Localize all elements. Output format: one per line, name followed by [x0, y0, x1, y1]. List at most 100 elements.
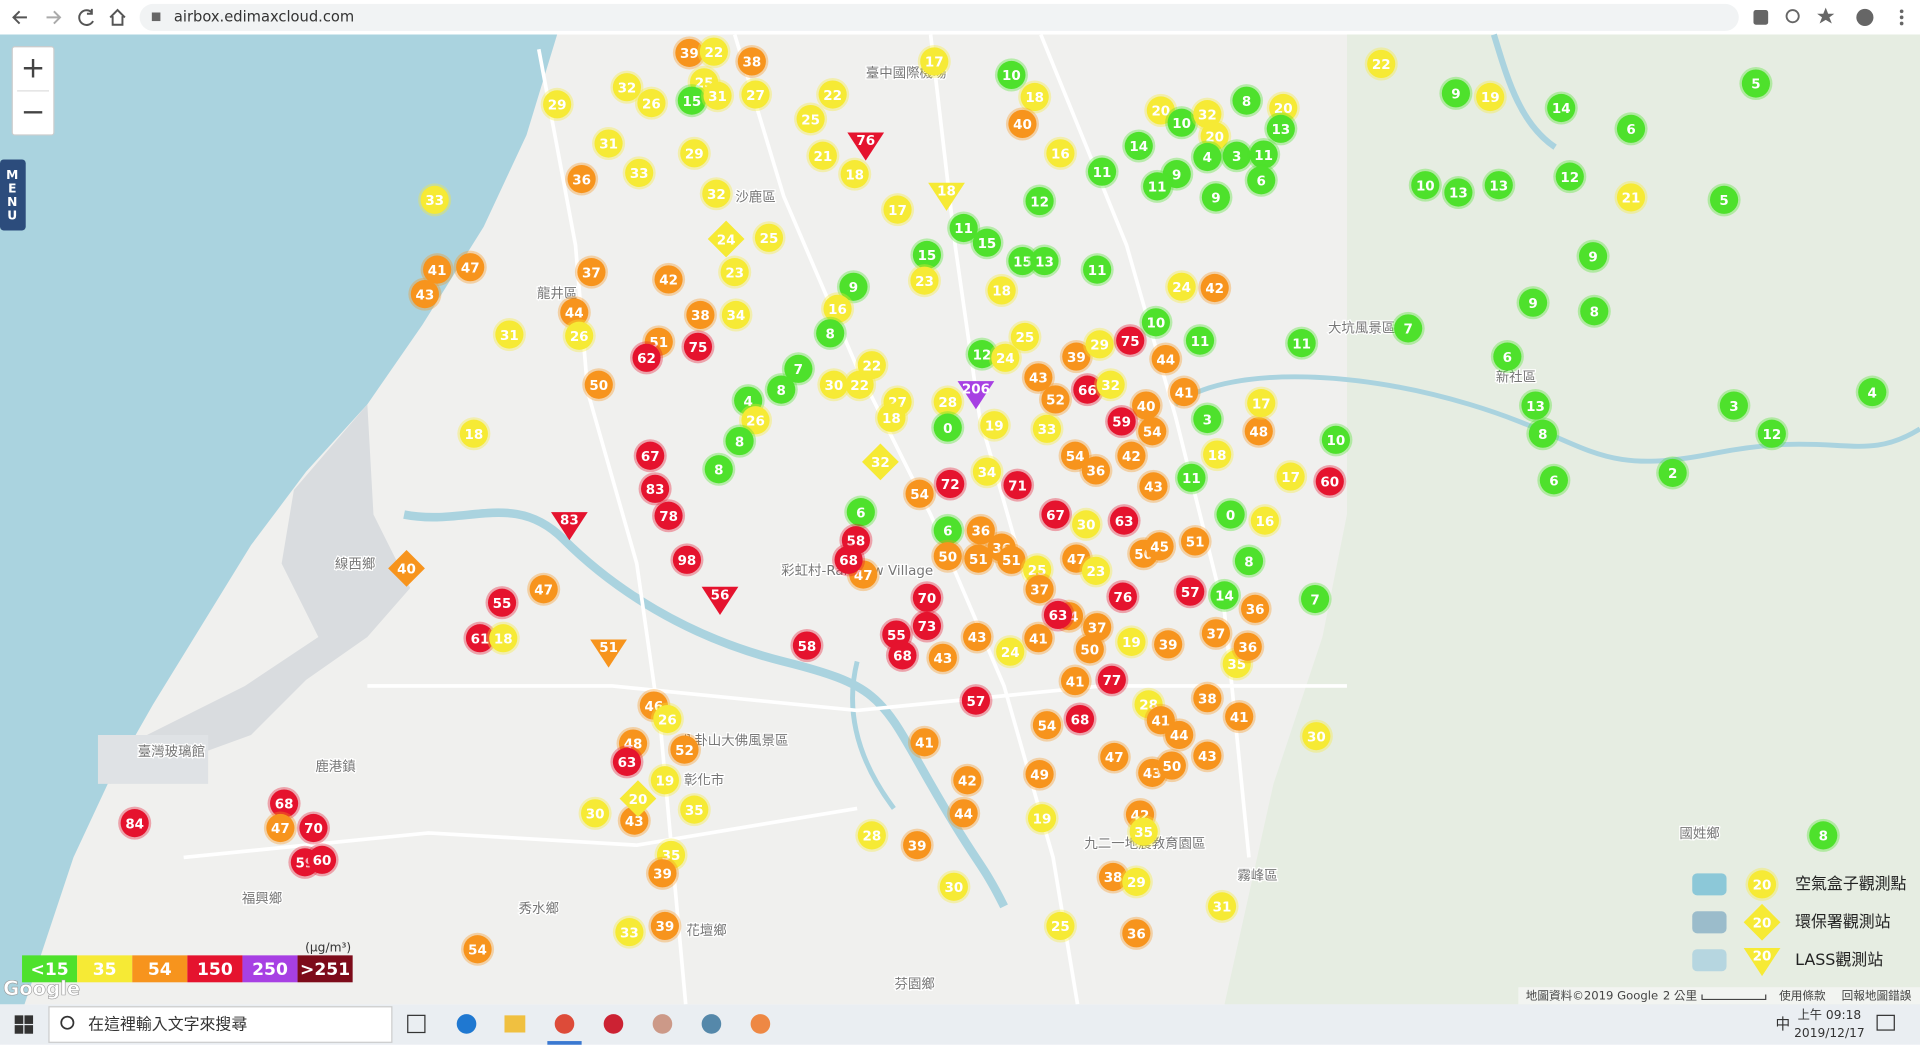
ime[interactable]: 中 — [1776, 1016, 1791, 1033]
app[interactable] — [701, 1014, 722, 1034]
airbox-marker[interactable] — [567, 164, 596, 194]
home[interactable] — [109, 8, 126, 26]
airbox-marker[interactable] — [1087, 157, 1117, 186]
app[interactable] — [603, 1014, 624, 1034]
airbox-marker[interactable] — [1003, 471, 1032, 500]
airbox-marker[interactable] — [796, 104, 825, 134]
airbox-marker[interactable] — [625, 158, 654, 187]
airbox-marker[interactable] — [1073, 375, 1102, 404]
airbox-marker[interactable] — [641, 474, 670, 503]
address-bar[interactable] — [139, 3, 1739, 31]
airbox-marker[interactable] — [1216, 500, 1245, 529]
airbox-marker[interactable] — [1177, 463, 1206, 492]
airbox-marker[interactable] — [1145, 532, 1174, 561]
airbox-marker[interactable] — [1008, 246, 1037, 276]
airbox-marker[interactable] — [964, 544, 993, 573]
airbox-marker[interactable] — [1096, 370, 1125, 399]
airbox-marker[interactable] — [543, 90, 572, 119]
airbox-marker[interactable] — [997, 545, 1026, 574]
airbox-marker[interactable] — [699, 37, 728, 66]
airbox-marker[interactable] — [792, 631, 822, 660]
footer-text[interactable]: 回報地圖錯誤 — [1842, 988, 1912, 1002]
airbox-marker[interactable] — [1151, 344, 1180, 374]
airbox-marker[interactable] — [720, 258, 749, 287]
airbox-marker[interactable] — [1081, 456, 1110, 485]
airbox-marker[interactable] — [987, 276, 1016, 305]
airbox-marker[interactable] — [997, 60, 1026, 90]
airbox-marker[interactable] — [834, 545, 863, 574]
airbox-marker[interactable] — [1232, 86, 1261, 115]
chrome[interactable] — [554, 1014, 575, 1034]
airbox-marker[interactable] — [653, 704, 682, 734]
airbox-marker[interactable] — [1200, 273, 1229, 303]
airbox-marker[interactable] — [936, 469, 965, 499]
airbox-marker[interactable] — [581, 799, 610, 828]
airbox-marker[interactable] — [456, 253, 485, 282]
translate[interactable] — [1753, 10, 1769, 25]
airbox-marker[interactable] — [1858, 378, 1887, 407]
airbox-marker[interactable] — [1157, 751, 1186, 780]
airbox-marker[interactable] — [1555, 162, 1584, 191]
notifications[interactable] — [1876, 1014, 1895, 1031]
airbox-marker[interactable] — [1010, 322, 1039, 352]
airbox-marker[interactable] — [933, 413, 962, 442]
airbox-marker[interactable] — [465, 624, 495, 653]
lass-marker[interactable] — [551, 512, 588, 541]
airbox-marker[interactable] — [1170, 378, 1199, 407]
airbox-marker[interactable] — [1302, 722, 1331, 751]
airbox-marker[interactable] — [846, 498, 875, 527]
airbox-marker[interactable] — [1139, 472, 1168, 501]
airbox-marker[interactable] — [1025, 760, 1054, 789]
airbox-marker[interactable] — [1043, 600, 1073, 630]
airbox-marker[interactable] — [808, 141, 837, 170]
airbox-marker[interactable] — [632, 343, 661, 372]
airbox-marker[interactable] — [1185, 326, 1215, 355]
airbox-marker[interactable] — [1616, 183, 1646, 212]
airbox-marker[interactable] — [996, 637, 1025, 666]
epa-marker[interactable] — [619, 780, 657, 817]
airbox-marker[interactable] — [495, 320, 524, 349]
airbox-marker[interactable] — [1244, 417, 1273, 446]
airbox-marker[interactable] — [933, 387, 962, 416]
airbox-marker[interactable] — [1250, 506, 1279, 535]
explorer[interactable] — [504, 1015, 526, 1033]
airbox-marker[interactable] — [1484, 171, 1513, 200]
airbox-marker[interactable] — [704, 455, 733, 484]
airbox-marker[interactable] — [1176, 577, 1205, 606]
airbox-marker[interactable] — [1025, 186, 1054, 216]
airbox-marker[interactable] — [1539, 466, 1568, 495]
airbox-marker[interactable] — [1146, 96, 1175, 125]
airbox-marker[interactable] — [1020, 82, 1049, 112]
airbox-marker[interactable] — [1201, 183, 1230, 212]
airbox-marker[interactable] — [725, 426, 754, 456]
airbox-marker[interactable] — [966, 516, 995, 545]
airbox-marker[interactable] — [883, 195, 912, 224]
airbox-marker[interactable] — [1083, 613, 1112, 642]
airbox-marker[interactable] — [741, 406, 770, 435]
airbox-marker[interactable] — [1061, 666, 1090, 696]
zoom-in[interactable]: + — [21, 50, 46, 84]
airbox-marker[interactable] — [912, 611, 942, 641]
airbox-marker[interactable] — [816, 319, 845, 348]
lass-marker[interactable] — [590, 639, 627, 668]
airbox-marker[interactable] — [939, 872, 968, 901]
edge[interactable] — [456, 1014, 477, 1034]
airbox-marker[interactable] — [1301, 584, 1330, 614]
airbox-marker[interactable] — [1165, 720, 1194, 750]
lass-marker[interactable] — [847, 132, 885, 161]
airbox-marker[interactable] — [1132, 391, 1161, 420]
airbox-marker[interactable] — [818, 80, 847, 109]
airbox-marker[interactable] — [420, 185, 449, 214]
airbox-marker[interactable] — [680, 795, 709, 824]
airbox-marker[interactable] — [1193, 100, 1222, 129]
airbox-marker[interactable] — [487, 588, 517, 617]
airbox-marker[interactable] — [839, 272, 868, 301]
airbox-marker[interactable] — [910, 728, 939, 757]
airbox-marker[interactable] — [1061, 441, 1090, 470]
airbox-marker[interactable] — [1710, 185, 1739, 214]
airbox-marker[interactable] — [1193, 404, 1222, 434]
airbox-marker[interactable] — [1658, 458, 1687, 487]
airbox-marker[interactable] — [1032, 414, 1062, 443]
airbox-marker[interactable] — [953, 766, 982, 795]
airbox-marker[interactable] — [1719, 391, 1748, 420]
